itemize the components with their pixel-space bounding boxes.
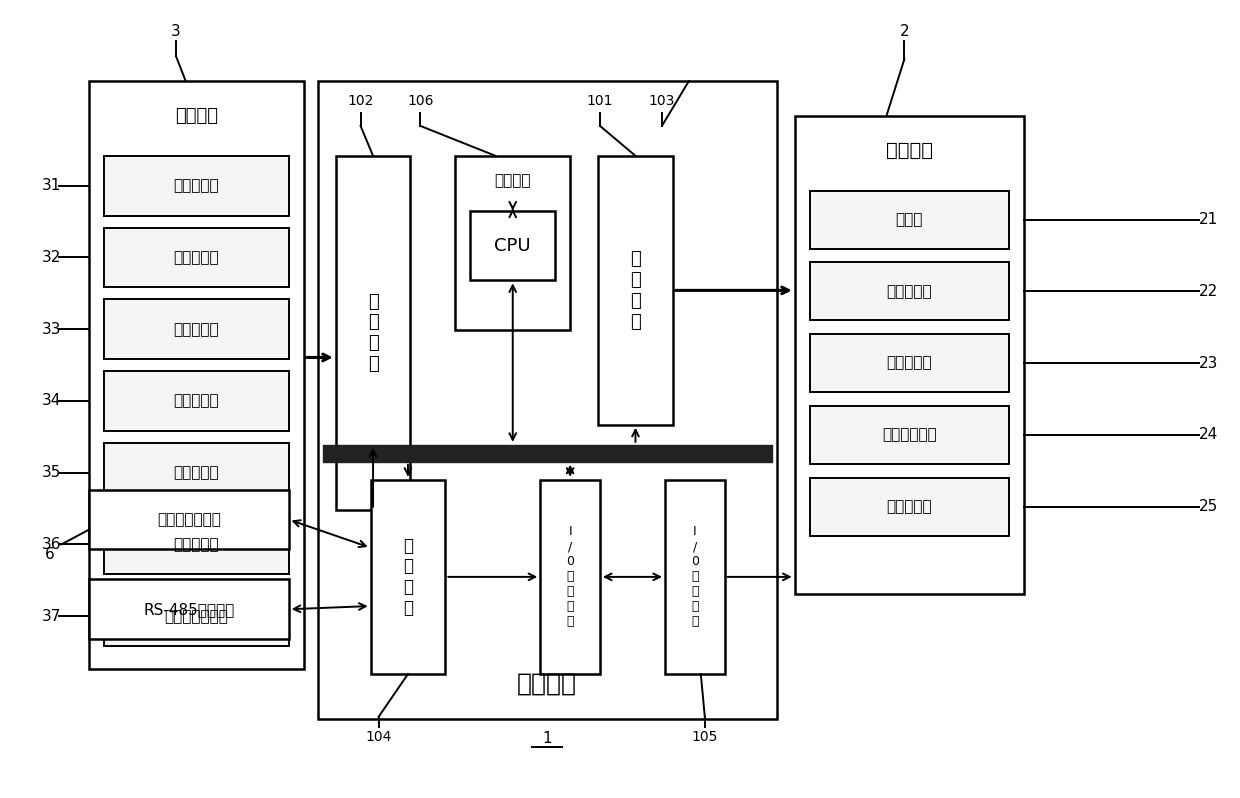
Text: 压力检测器: 压力检测器 [174, 465, 219, 480]
Bar [795, 116, 1024, 595]
Bar [455, 156, 570, 330]
Text: 106: 106 [407, 94, 434, 108]
Text: 控制系统: 控制系统 [517, 672, 577, 696]
Bar [104, 587, 289, 646]
Text: 流量检测器: 流量检测器 [174, 537, 219, 552]
Bar [317, 81, 776, 719]
Text: 环控设备: 环控设备 [885, 141, 932, 160]
Text: 检测系统: 检测系统 [175, 107, 218, 125]
Text: 37: 37 [42, 609, 61, 624]
Bar [810, 191, 1009, 248]
Text: 外遮阳装置: 外遮阳装置 [887, 284, 932, 299]
Text: 液位检测器: 液位检测器 [174, 393, 219, 409]
Bar [104, 227, 289, 287]
Text: 32: 32 [42, 250, 61, 265]
Text: 设备状态显示器: 设备状态显示器 [157, 512, 221, 527]
Bar [322, 444, 771, 462]
Text: 输
出
模
块: 输 出 模 块 [630, 251, 641, 330]
Bar [104, 515, 289, 575]
Bar [371, 480, 445, 674]
Bar [810, 478, 1009, 535]
Text: 输
入
模
块: 输 入 模 块 [368, 293, 378, 373]
Bar [104, 443, 289, 503]
Text: 内遮阳装置: 内遮阳装置 [887, 356, 932, 370]
Text: 104: 104 [366, 730, 392, 744]
Text: 31: 31 [42, 178, 61, 193]
Text: 电机故障检测器: 电机故障检测器 [165, 609, 228, 624]
Bar [104, 371, 289, 431]
Text: 通
信
模
块: 通 信 模 块 [403, 537, 413, 617]
Text: 22: 22 [1199, 284, 1219, 299]
Bar [810, 334, 1009, 392]
Text: I
/
0
扩
展
模
块: I / 0 扩 展 模 块 [567, 525, 574, 628]
Text: 位置检测器: 位置检测器 [174, 250, 219, 265]
Text: 34: 34 [42, 393, 61, 409]
Bar [89, 490, 289, 550]
Text: 36: 36 [41, 537, 61, 552]
Bar [598, 156, 673, 425]
Text: I
/
0
扩
展
模
块: I / 0 扩 展 模 块 [691, 525, 699, 628]
Text: 2: 2 [899, 24, 909, 39]
Text: 3: 3 [171, 24, 181, 39]
Text: 风力检测器: 风力检测器 [174, 322, 219, 337]
Bar [89, 81, 304, 669]
Text: 23: 23 [1199, 356, 1219, 370]
Bar [336, 156, 410, 510]
Text: 风机湿帘装置: 风机湿帘装置 [882, 428, 936, 442]
Bar [104, 156, 289, 215]
Text: 101: 101 [587, 94, 614, 108]
Text: 通风窗: 通风窗 [895, 212, 923, 227]
Bar [810, 406, 1009, 464]
Text: 编程设备: 编程设备 [495, 173, 531, 188]
Bar [104, 299, 289, 359]
Text: 105: 105 [692, 730, 718, 744]
Text: 103: 103 [649, 94, 675, 108]
Bar [89, 579, 289, 639]
Bar [810, 263, 1009, 320]
Text: 35: 35 [42, 465, 61, 480]
Text: 24: 24 [1199, 428, 1219, 442]
Bar [470, 211, 556, 280]
Bar [665, 480, 724, 674]
Bar [541, 480, 600, 674]
Text: 6: 6 [45, 547, 55, 562]
Text: 25: 25 [1199, 499, 1219, 514]
Text: 距离检测器: 距离检测器 [174, 178, 219, 193]
Text: 21: 21 [1199, 212, 1219, 227]
Text: RS-485通信设备: RS-485通信设备 [144, 602, 234, 617]
Text: 33: 33 [41, 322, 61, 337]
Text: 1: 1 [542, 731, 552, 746]
Text: CPU: CPU [495, 236, 531, 255]
Text: 喷滴灌设备: 喷滴灌设备 [887, 499, 932, 514]
Text: 102: 102 [347, 94, 373, 108]
